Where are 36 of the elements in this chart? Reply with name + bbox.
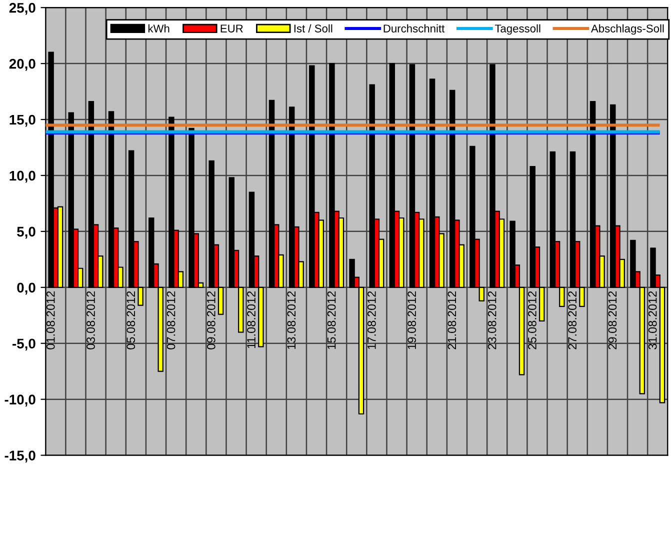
legend-label: kWh — [148, 24, 170, 32]
x-tick-label: 05.08.2012 — [126, 291, 136, 350]
x-tick-label: 27.08.2012 — [568, 291, 577, 350]
legend-label: Abschlags-Soll — [590, 24, 664, 35]
x-tick-label: 21.08.2012 — [448, 291, 456, 350]
bar — [48, 52, 54, 288]
x-tick-label: 17.08.2012 — [368, 291, 376, 349]
legend-label: EUR — [220, 24, 243, 32]
x-tick-label: 11.08.2012 — [247, 291, 256, 348]
x-tick-label: 03.08.2012 — [86, 291, 95, 350]
x-tick-label: 31.08.2012 — [648, 291, 657, 350]
y-tick-label: -15,0 — [4, 450, 36, 462]
bar — [570, 151, 576, 288]
x-tick-label: 23.08.2012 — [488, 291, 496, 350]
bar — [248, 192, 255, 288]
y-tick-label: 25,0 — [9, 2, 36, 15]
y-tick-label: -5,0 — [12, 338, 36, 351]
y-tick-label: 20,0 — [9, 58, 36, 71]
x-tick-label: 29.08.2012 — [608, 291, 617, 350]
bar — [57, 206, 64, 288]
x-tick-label: 07.08.2012 — [166, 291, 176, 350]
legend-label: Durchschnitt — [384, 24, 445, 32]
x-tick-label: 01.08.2012 — [46, 291, 55, 350]
y-tick-label: 0,0 — [17, 282, 36, 295]
y-tick-label: 15,0 — [10, 114, 36, 127]
x-tick-label: 09.08.2012 — [206, 291, 216, 350]
legend-label: Ist / Soll — [294, 24, 332, 32]
y-tick-label: 5,0 — [17, 226, 36, 239]
x-tick-label: 25.08.2012 — [528, 291, 536, 350]
y-tick-label: 10,0 — [10, 170, 36, 183]
bar — [550, 151, 556, 288]
legend-label: Tagessoll — [494, 24, 540, 35]
x-tick-label: 19.08.2012 — [408, 291, 416, 349]
x-tick-label: 15.08.2012 — [327, 291, 336, 349]
y-tick-label: -10,0 — [4, 394, 36, 406]
x-tick-label: 13.08.2012 — [287, 291, 296, 349]
